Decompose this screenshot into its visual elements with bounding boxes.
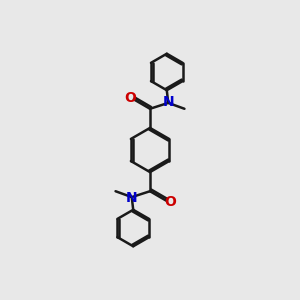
- Text: O: O: [164, 195, 176, 209]
- Text: N: N: [163, 95, 175, 109]
- Text: N: N: [125, 191, 137, 205]
- Text: O: O: [124, 91, 136, 105]
